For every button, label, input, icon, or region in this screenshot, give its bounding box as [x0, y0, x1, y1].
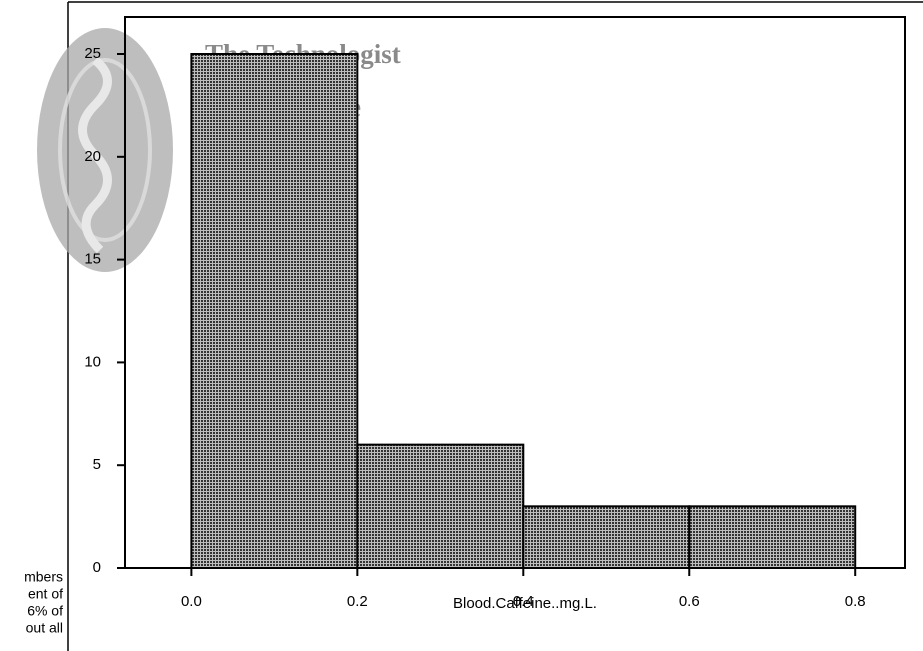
- x-tick-label: 0.0: [181, 593, 202, 610]
- side-text: ent of: [28, 586, 63, 602]
- x-axis-label: Blood.Caffeine..mg.L.: [453, 595, 597, 612]
- y-tick-label: 10: [84, 353, 101, 370]
- logo-ring: [58, 58, 152, 242]
- y-tick-label: 25: [84, 45, 101, 62]
- x-tick-label: 0.8: [845, 593, 866, 610]
- bar: [356, 443, 525, 569]
- side-text: 6% of: [27, 603, 63, 619]
- y-tick-label: 5: [93, 456, 101, 473]
- x-tick-label: 0.4: [513, 593, 534, 610]
- bar: [688, 505, 857, 569]
- side-text: mbers: [24, 569, 63, 585]
- side-text: out all: [26, 620, 63, 636]
- bar: [190, 53, 359, 570]
- y-tick-label: 0: [93, 559, 101, 576]
- x-tick-label: 0.6: [679, 593, 700, 610]
- y-tick-label: 15: [84, 251, 101, 268]
- y-tick-label: 20: [84, 148, 101, 165]
- x-tick-label: 0.2: [347, 593, 368, 610]
- logo-snake: [78, 56, 112, 254]
- bar: [522, 505, 691, 569]
